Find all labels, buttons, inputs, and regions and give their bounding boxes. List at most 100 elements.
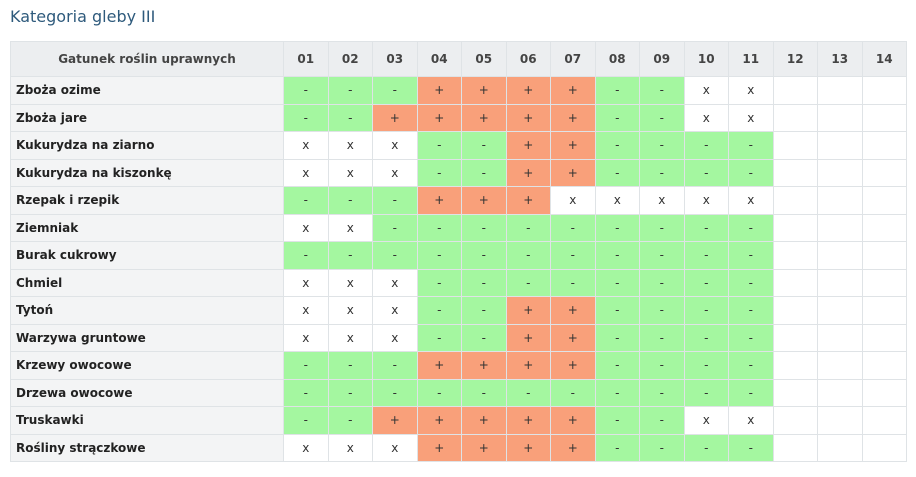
crop-name: Kukurydza na kiszonkę [10, 158, 284, 187]
neutral-cell: - [594, 213, 640, 242]
neutral-cell: - [372, 186, 418, 215]
empty-cell [817, 378, 863, 407]
suitable-cell: + [416, 103, 462, 132]
suitable-cell: + [416, 76, 462, 105]
neutral-cell: - [416, 268, 462, 297]
excluded-cell: x [550, 186, 596, 215]
suitable-cell: + [416, 433, 462, 462]
neutral-cell: - [283, 103, 329, 132]
table-body: Zboża ozime - - - + + + + - - x x Zboża jare - - + + + + +… [10, 76, 907, 462]
suitable-cell: + [505, 186, 551, 215]
empty-cell [861, 131, 907, 160]
suitability-table: Gatunek roślin uprawnych 01 02 03 04 05 06 07 0… [10, 41, 907, 462]
page-title: Kategoria gleby III [10, 7, 156, 26]
column-header-11: 11 [728, 41, 774, 77]
neutral-cell: - [505, 241, 551, 270]
suitable-cell: + [505, 296, 551, 325]
column-header-02: 02 [327, 41, 373, 77]
neutral-cell: - [416, 213, 462, 242]
excluded-cell: x [327, 433, 373, 462]
empty-cell [817, 296, 863, 325]
empty-cell [772, 103, 818, 132]
crop-column-header: Gatunek roślin uprawnych [10, 41, 284, 77]
neutral-cell: - [639, 296, 685, 325]
suitable-cell: + [461, 103, 507, 132]
empty-cell [772, 76, 818, 105]
excluded-cell: x [372, 433, 418, 462]
suitable-cell: + [505, 158, 551, 187]
excluded-cell: x [683, 76, 729, 105]
neutral-cell: - [594, 76, 640, 105]
empty-cell [861, 323, 907, 352]
crop-name: Kukurydza na ziarno [10, 131, 284, 160]
suitable-cell: + [505, 131, 551, 160]
neutral-cell: - [639, 406, 685, 435]
excluded-cell: x [372, 323, 418, 352]
neutral-cell: - [416, 378, 462, 407]
suitable-cell: + [550, 406, 596, 435]
empty-cell [861, 351, 907, 380]
empty-cell [772, 378, 818, 407]
suitable-cell: + [461, 186, 507, 215]
crop-name: Krzewy owocowe [10, 351, 284, 380]
neutral-cell: - [728, 323, 774, 352]
excluded-cell: x [283, 323, 329, 352]
empty-cell [861, 268, 907, 297]
neutral-cell: - [327, 378, 373, 407]
crop-name: Rzepak i rzepik [10, 186, 284, 215]
neutral-cell: - [550, 241, 596, 270]
suitable-cell: + [416, 186, 462, 215]
empty-cell [817, 268, 863, 297]
neutral-cell: - [639, 268, 685, 297]
table-row: Warzywa gruntowe x x x - - + + - - - - [10, 323, 907, 352]
suitable-cell: + [505, 351, 551, 380]
neutral-cell: - [327, 76, 373, 105]
neutral-cell: - [728, 378, 774, 407]
suitable-cell: + [550, 131, 596, 160]
table-row: Rzepak i rzepik - - - + + + x x x x x [10, 186, 907, 215]
excluded-cell: x [372, 158, 418, 187]
crop-name: Warzywa gruntowe [10, 323, 284, 352]
neutral-cell: - [683, 323, 729, 352]
column-header-07: 07 [550, 41, 596, 77]
column-header-03: 03 [372, 41, 418, 77]
empty-cell [861, 186, 907, 215]
neutral-cell: - [639, 158, 685, 187]
empty-cell [772, 241, 818, 270]
neutral-cell: - [461, 323, 507, 352]
neutral-cell: - [461, 131, 507, 160]
neutral-cell: - [728, 296, 774, 325]
excluded-cell: x [728, 76, 774, 105]
table-row: Tytoń x x x - - + + - - - - [10, 296, 907, 325]
excluded-cell: x [728, 406, 774, 435]
suitable-cell: + [505, 406, 551, 435]
excluded-cell: x [594, 186, 640, 215]
neutral-cell: - [283, 406, 329, 435]
column-header-08: 08 [594, 41, 640, 77]
empty-cell [772, 131, 818, 160]
suitable-cell: + [550, 433, 596, 462]
neutral-cell: - [683, 296, 729, 325]
excluded-cell: x [283, 296, 329, 325]
neutral-cell: - [550, 268, 596, 297]
neutral-cell: - [728, 433, 774, 462]
neutral-cell: - [639, 241, 685, 270]
neutral-cell: - [594, 378, 640, 407]
excluded-cell: x [327, 131, 373, 160]
suitable-cell: + [550, 103, 596, 132]
empty-cell [817, 406, 863, 435]
neutral-cell: - [683, 268, 729, 297]
crop-name: Truskawki [10, 406, 284, 435]
excluded-cell: x [728, 103, 774, 132]
excluded-cell: x [283, 268, 329, 297]
neutral-cell: - [639, 323, 685, 352]
neutral-cell: - [283, 186, 329, 215]
neutral-cell: - [461, 268, 507, 297]
neutral-cell: - [372, 76, 418, 105]
crop-name: Burak cukrowy [10, 241, 284, 270]
suitable-cell: + [461, 351, 507, 380]
suitable-cell: + [461, 433, 507, 462]
suitable-cell: + [550, 76, 596, 105]
table-row: Rośliny strączkowe x x x + + + + - - - - [10, 433, 907, 462]
column-header-09: 09 [639, 41, 685, 77]
